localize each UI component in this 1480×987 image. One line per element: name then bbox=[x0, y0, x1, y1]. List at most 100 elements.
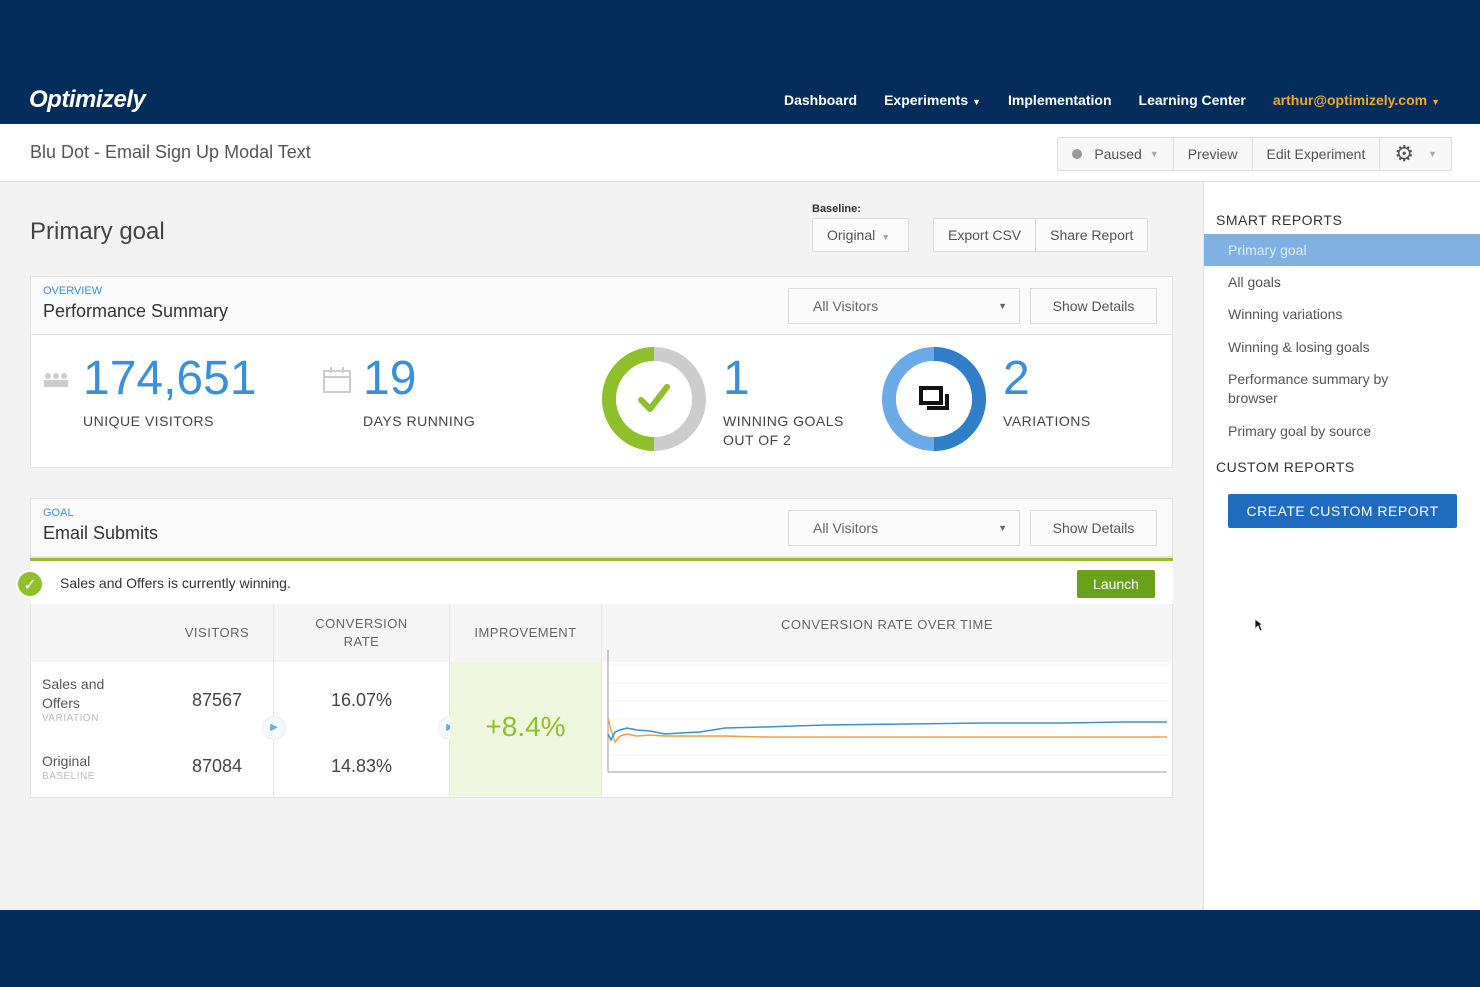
caret-down-icon: ▼ bbox=[1428, 149, 1437, 159]
export-csv-button[interactable]: Export CSV bbox=[934, 219, 1037, 251]
overview-eyebrow: OVERVIEW bbox=[43, 285, 103, 297]
experiment-title: Blu Dot - Email Sign Up Modal Text bbox=[30, 142, 311, 162]
unique-visitors-value: 174,651 bbox=[83, 352, 257, 405]
audience-value: All Visitors bbox=[813, 298, 879, 314]
nav-links: Dashboard Experiments ▼ Implementation Le… bbox=[784, 92, 1440, 108]
performance-summary-panel: OVERVIEW Performance Summary All Visitor… bbox=[30, 276, 1173, 468]
report-actions: Export CSV Share Report bbox=[933, 218, 1149, 252]
nav-experiments-label: Experiments bbox=[884, 92, 969, 108]
winning-goals-value: 1 bbox=[723, 352, 750, 405]
goal-eyebrow: GOAL bbox=[43, 507, 74, 519]
col-conversion-line1: CONVERSION bbox=[315, 616, 408, 631]
row-baseline-name-label: Original bbox=[42, 753, 91, 769]
share-report-button[interactable]: Share Report bbox=[1050, 227, 1134, 243]
conversion-rate-chart bbox=[607, 650, 1167, 773]
row-baseline-tag: BASELINE bbox=[42, 771, 95, 782]
audience-select[interactable]: All Visitors ▼ bbox=[788, 288, 1020, 324]
winning-goals-label: WINNING GOALS OUT OF 2 bbox=[723, 412, 844, 450]
show-details-button[interactable]: Show Details bbox=[1030, 288, 1157, 324]
goal-show-details-button[interactable]: Show Details bbox=[1030, 510, 1157, 546]
col-visitors: VISITORS bbox=[31, 604, 273, 662]
page-title: Primary goal bbox=[30, 218, 165, 245]
mouse-cursor-icon bbox=[1254, 618, 1264, 632]
people-icon bbox=[44, 373, 68, 387]
app-area: Blu Dot - Email Sign Up Modal Text Pause… bbox=[0, 124, 1480, 910]
goal-audience-select[interactable]: All Visitors ▼ bbox=[788, 510, 1020, 546]
status-label: Paused bbox=[1094, 146, 1142, 162]
sidebar-item-winning-variations[interactable]: Winning variations bbox=[1228, 306, 1343, 322]
nav-experiments[interactable]: Experiments ▼ bbox=[884, 92, 981, 108]
row-variation-rate: 16.07% bbox=[330, 690, 393, 710]
days-running-label: DAYS RUNNING bbox=[363, 413, 476, 429]
winning-goals-label-line2: OUT OF 2 bbox=[723, 432, 792, 448]
sidebar-item-all-goals[interactable]: All goals bbox=[1228, 274, 1281, 290]
column-divider bbox=[273, 604, 274, 798]
settings-dropdown[interactable]: ⚙ ▼ bbox=[1380, 138, 1451, 170]
launch-button[interactable]: Launch bbox=[1077, 570, 1155, 598]
improvement-value: +8.4% bbox=[450, 662, 601, 796]
user-email: arthur@optimizely.com bbox=[1272, 92, 1428, 108]
variations-value: 2 bbox=[1003, 352, 1030, 405]
goal-results-table: VISITORS CONVERSION RATE IMPROVEMENT CONV… bbox=[30, 604, 1173, 798]
caret-down-icon: ▼ bbox=[972, 97, 982, 107]
preview-button[interactable]: Preview bbox=[1174, 138, 1253, 170]
nav-learning-center[interactable]: Learning Center bbox=[1138, 92, 1246, 108]
col-conversion-rate: CONVERSION RATE bbox=[274, 604, 449, 662]
variations-icon bbox=[927, 394, 949, 410]
user-menu[interactable]: arthur@optimizely.com ▼ bbox=[1273, 92, 1440, 108]
gear-icon: ⚙ bbox=[1394, 141, 1415, 166]
overview-title: Performance Summary bbox=[43, 301, 229, 321]
goal-audience-value: All Visitors bbox=[813, 520, 879, 536]
sidebar-item-winning-losing-goals[interactable]: Winning & losing goals bbox=[1228, 339, 1370, 355]
edit-experiment-button[interactable]: Edit Experiment bbox=[1253, 138, 1381, 170]
sidebar-item-primary-goal[interactable]: Primary goal bbox=[1228, 242, 1307, 258]
row-variation-visitors: 87567 bbox=[191, 690, 243, 710]
optimizely-logo[interactable]: Optimizely bbox=[29, 86, 146, 113]
variations-label: VARIATIONS bbox=[1003, 413, 1091, 429]
chart-gridlines bbox=[609, 664, 1167, 756]
report-main: Primary goal Baseline: Original ▼ Export … bbox=[0, 182, 1203, 910]
check-circle-icon: ✓ bbox=[16, 570, 44, 598]
custom-reports-heading: CUSTOM REPORTS bbox=[1216, 459, 1355, 475]
create-custom-report-button[interactable]: CREATE CUSTOM REPORT bbox=[1228, 494, 1457, 528]
reports-sidebar: SMART REPORTS Primary goal All goals Win… bbox=[1203, 182, 1480, 910]
status-dropdown[interactable]: Paused ▼ bbox=[1058, 138, 1174, 170]
caret-down-icon: ▼ bbox=[998, 523, 1007, 533]
active-item-highlight bbox=[1204, 234, 1480, 266]
nav-dashboard[interactable]: Dashboard bbox=[783, 92, 858, 108]
nav-implementation[interactable]: Implementation bbox=[1008, 92, 1112, 108]
row-variation-name-line2: Offers bbox=[42, 695, 80, 711]
baseline-label: Baseline: bbox=[812, 203, 861, 215]
sidebar-item-performance-by-browser[interactable]: Performance summary by browser bbox=[1228, 371, 1389, 406]
row-variation-name: Sales and Offers VARIATION bbox=[42, 675, 104, 725]
baseline-select[interactable]: Original ▼ bbox=[812, 218, 909, 252]
panel-header: GOAL Email Submits All Visitors ▼ Show De… bbox=[31, 499, 1172, 557]
winner-banner: ✓ Sales and Offers is currently winning.… bbox=[16, 558, 1173, 604]
experiment-titlebar: Blu Dot - Email Sign Up Modal Text Pause… bbox=[0, 124, 1480, 182]
row-variation-tag: VARIATION bbox=[42, 713, 99, 724]
sidebar-item-primary-goal-by-source[interactable]: Primary goal by source bbox=[1228, 423, 1372, 439]
top-nav: Optimizely Dashboard Experiments ▼ Implem… bbox=[0, 78, 1480, 124]
variations-ring bbox=[882, 347, 986, 451]
col-conversion-line2: RATE bbox=[343, 634, 380, 649]
calendar-icon bbox=[323, 367, 351, 393]
baseline-series-line bbox=[607, 717, 1167, 744]
days-running-value: 19 bbox=[363, 352, 417, 405]
status-dot-icon bbox=[1072, 149, 1083, 159]
row-baseline-name: Original BASELINE bbox=[42, 752, 95, 783]
winning-goals-label-line1: WINNING GOALS bbox=[723, 413, 844, 429]
caret-down-icon: ▼ bbox=[881, 232, 891, 242]
smart-reports-heading: SMART REPORTS bbox=[1216, 212, 1343, 228]
caret-down-icon: ▼ bbox=[1431, 97, 1440, 107]
row-baseline-visitors: 87084 bbox=[191, 756, 243, 776]
check-icon bbox=[638, 384, 670, 412]
col-improvement: IMPROVEMENT bbox=[450, 604, 601, 662]
panel-header: OVERVIEW Performance Summary All Visitor… bbox=[31, 277, 1172, 335]
caret-down-icon: ▼ bbox=[998, 301, 1007, 311]
goal-title: Email Submits bbox=[43, 523, 159, 543]
column-divider bbox=[601, 604, 602, 798]
col-over-time: CONVERSION RATE OVER TIME bbox=[602, 604, 1172, 662]
expand-arrow-icon[interactable]: ▶ bbox=[262, 716, 286, 740]
baseline-value: Original bbox=[827, 227, 876, 243]
goal-panel: GOAL Email Submits All Visitors ▼ Show De… bbox=[30, 498, 1173, 558]
